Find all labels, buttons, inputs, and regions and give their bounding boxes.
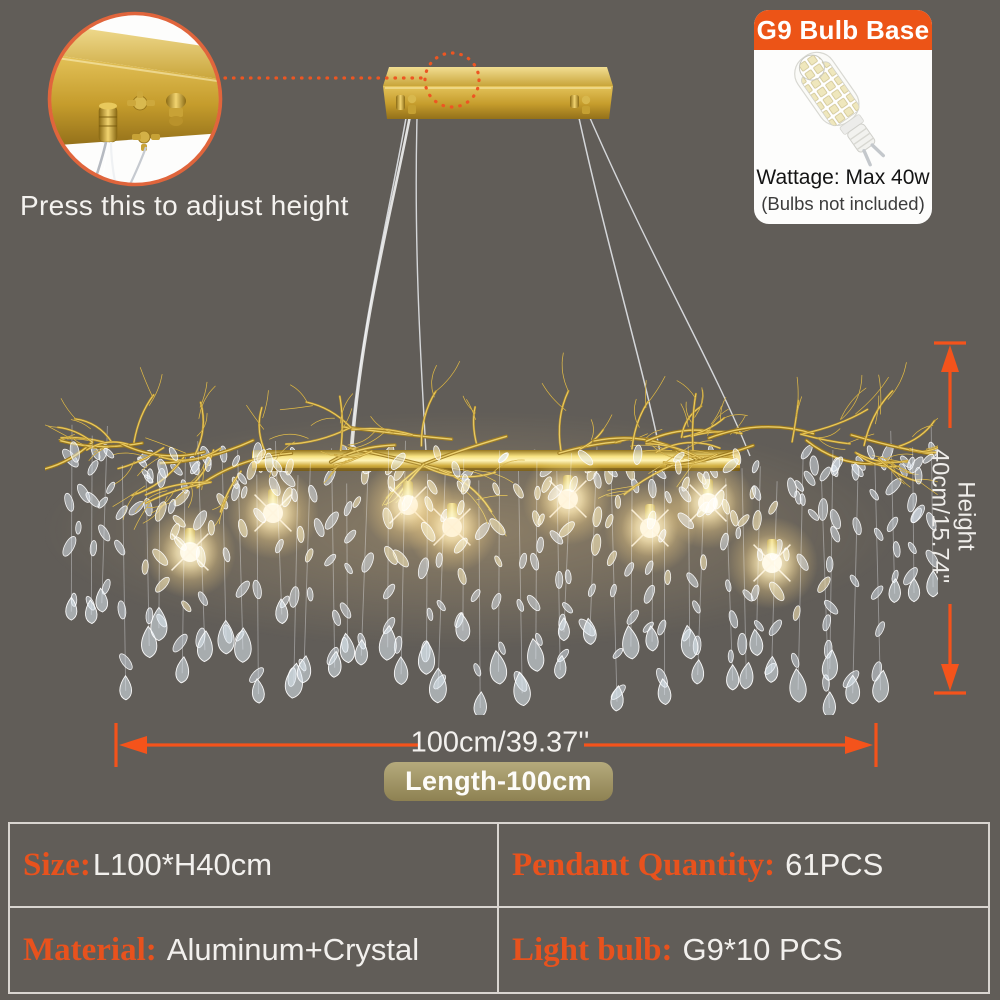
length-badge: Length-100cm	[384, 762, 613, 801]
height-adjust-callout	[223, 51, 481, 109]
spec-pendant-quantity-cell: Pendant Quantity: 61PCS	[499, 824, 988, 908]
height-adjuster-inset	[47, 11, 223, 187]
height-dimension-arrow	[934, 341, 966, 695]
spec-size-value: L100*H40cm	[92, 847, 273, 882]
bulb-wattage-text: Wattage: Max 40w	[756, 166, 930, 189]
bulb-note-text: (Bulbs not included)	[761, 193, 925, 214]
height-label: Height	[952, 481, 980, 551]
spec-material-cell: Material: Aluminum+Crystal	[10, 908, 499, 992]
spec-light-bulb-cell: Light bulb: G9*10 PCS	[499, 908, 988, 992]
height-value: 40cm/15.74''	[926, 448, 953, 584]
bulb-info-card: G9 Bulb Base Wattage: Max 40w (Bulbs not…	[754, 10, 932, 224]
length-dimension-arrow	[114, 723, 878, 767]
height-dimension-label: Height 40cm/15.74''	[926, 449, 979, 584]
suspension-wires	[349, 115, 751, 457]
spec-light-bulb-value: G9*10 PCS	[682, 932, 843, 967]
chandelier	[45, 352, 938, 715]
spec-pendant-quantity-value: 61PCS	[785, 847, 884, 882]
spec-material-label: Material:	[23, 931, 157, 968]
spec-light-bulb-label: Light bulb:	[512, 931, 673, 968]
spec-pendant-quantity-label: Pendant Quantity:	[512, 846, 776, 883]
g9-bulb-image	[794, 51, 885, 167]
spec-material-value: Aluminum+Crystal	[166, 932, 420, 967]
ceiling-canopy	[383, 67, 613, 119]
spec-size-label: Size:	[23, 846, 91, 883]
adjust-height-caption: Press this to adjust height	[20, 190, 349, 221]
spec-table: Size: L100*H40cm Pendant Quantity: 61PCS…	[8, 822, 990, 994]
length-dimension-value: 100cm/39.37''	[410, 726, 590, 759]
spec-size-cell: Size: L100*H40cm	[10, 824, 499, 908]
bulb-card-title: G9 Bulb Base	[754, 10, 932, 50]
